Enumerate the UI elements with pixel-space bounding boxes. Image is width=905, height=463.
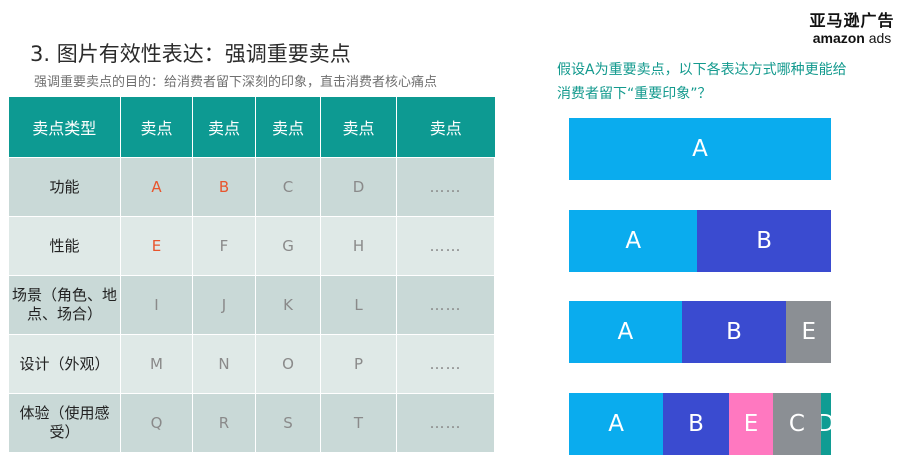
- header-type: 卖点类型: [8, 97, 121, 158]
- table-cell: E: [120, 216, 193, 276]
- bar-segment-b: B: [697, 210, 831, 272]
- table-row: 功能 A B C D ……: [8, 157, 495, 217]
- table-cell: L: [320, 275, 397, 335]
- table-row: 体验（使用感受） Q R S T ……: [8, 393, 495, 453]
- slide-title: 3. 图片有效性表达：强调重要卖点: [30, 42, 351, 66]
- table-cell: G: [255, 216, 321, 276]
- table-row: 性能 E F G H ……: [8, 216, 495, 276]
- table-cell: O: [255, 334, 321, 394]
- row-type: 场景（角色、地点、场合）: [8, 275, 121, 335]
- amazon-ads-logo: 亚马逊广告 amazon ads: [806, 11, 898, 47]
- table-cell: B: [192, 157, 256, 217]
- table-cell: H: [320, 216, 397, 276]
- bar-segment-a: A: [569, 210, 698, 272]
- table-cell: P: [320, 334, 397, 394]
- table-cell: R: [192, 393, 256, 453]
- bar-segment-b: B: [681, 301, 787, 363]
- logo-amazon: amazon: [812, 30, 865, 46]
- table-cell: Q: [120, 393, 193, 453]
- header-point: 卖点: [120, 97, 193, 158]
- table-cell: K: [255, 275, 321, 335]
- table-cell: I: [120, 275, 193, 335]
- header-point: 卖点: [320, 97, 397, 158]
- bar-segment-c: C: [773, 393, 821, 455]
- logo-ads: ads: [868, 30, 892, 46]
- table-cell: J: [192, 275, 256, 335]
- bar-segment-b: B: [663, 393, 729, 455]
- row-type: 性能: [8, 216, 121, 276]
- table-cell: M: [120, 334, 193, 394]
- table-cell: C: [255, 157, 321, 217]
- slide-subtitle: 强调重要卖点的目的：给消费者留下深刻的印象，直击消费者核心痛点: [34, 75, 438, 90]
- bar-segment-a: A: [569, 118, 831, 180]
- row-type: 体验（使用感受）: [8, 393, 121, 453]
- table-cell: ……: [396, 157, 495, 217]
- row-type: 功能: [8, 157, 121, 217]
- bar-segment-a: A: [569, 301, 682, 363]
- bar-segment-a: A: [569, 393, 664, 455]
- table-cell: F: [192, 216, 256, 276]
- table-cell: A: [120, 157, 193, 217]
- table-cell: ……: [396, 216, 495, 276]
- table-header-row: 卖点类型 卖点 卖点 卖点 卖点 卖点: [8, 97, 495, 158]
- bar-segment-d: D: [820, 393, 831, 455]
- table-cell: ……: [396, 334, 495, 394]
- option-bar-1: A: [569, 118, 831, 180]
- table-row: 设计（外观） M N O P ……: [8, 334, 495, 394]
- table-cell: ……: [396, 393, 495, 453]
- table-cell: D: [320, 157, 397, 217]
- table-cell: N: [192, 334, 256, 394]
- table-cell: T: [320, 393, 397, 453]
- row-type: 设计（外观）: [8, 334, 121, 394]
- table-row: 场景（角色、地点、场合） I J K L ……: [8, 275, 495, 335]
- header-point: 卖点: [396, 97, 495, 158]
- table-cell: ……: [396, 275, 495, 335]
- bar-segment-e: E: [786, 301, 831, 363]
- question-text: 假设A为重要卖点，以下各表达方式哪种更能给消费者留下“重要印象”？: [557, 62, 847, 102]
- table-cell: S: [255, 393, 321, 453]
- logo-english: amazon ads: [806, 30, 898, 46]
- header-point: 卖点: [255, 97, 321, 158]
- bar-segment-e: E: [728, 393, 774, 455]
- logo-chinese: 亚马逊广告: [809, 11, 895, 30]
- header-point: 卖点: [192, 97, 256, 158]
- selling-points-table: 卖点类型 卖点 卖点 卖点 卖点 卖点 功能 A B C D …… 性能 E F…: [8, 97, 495, 453]
